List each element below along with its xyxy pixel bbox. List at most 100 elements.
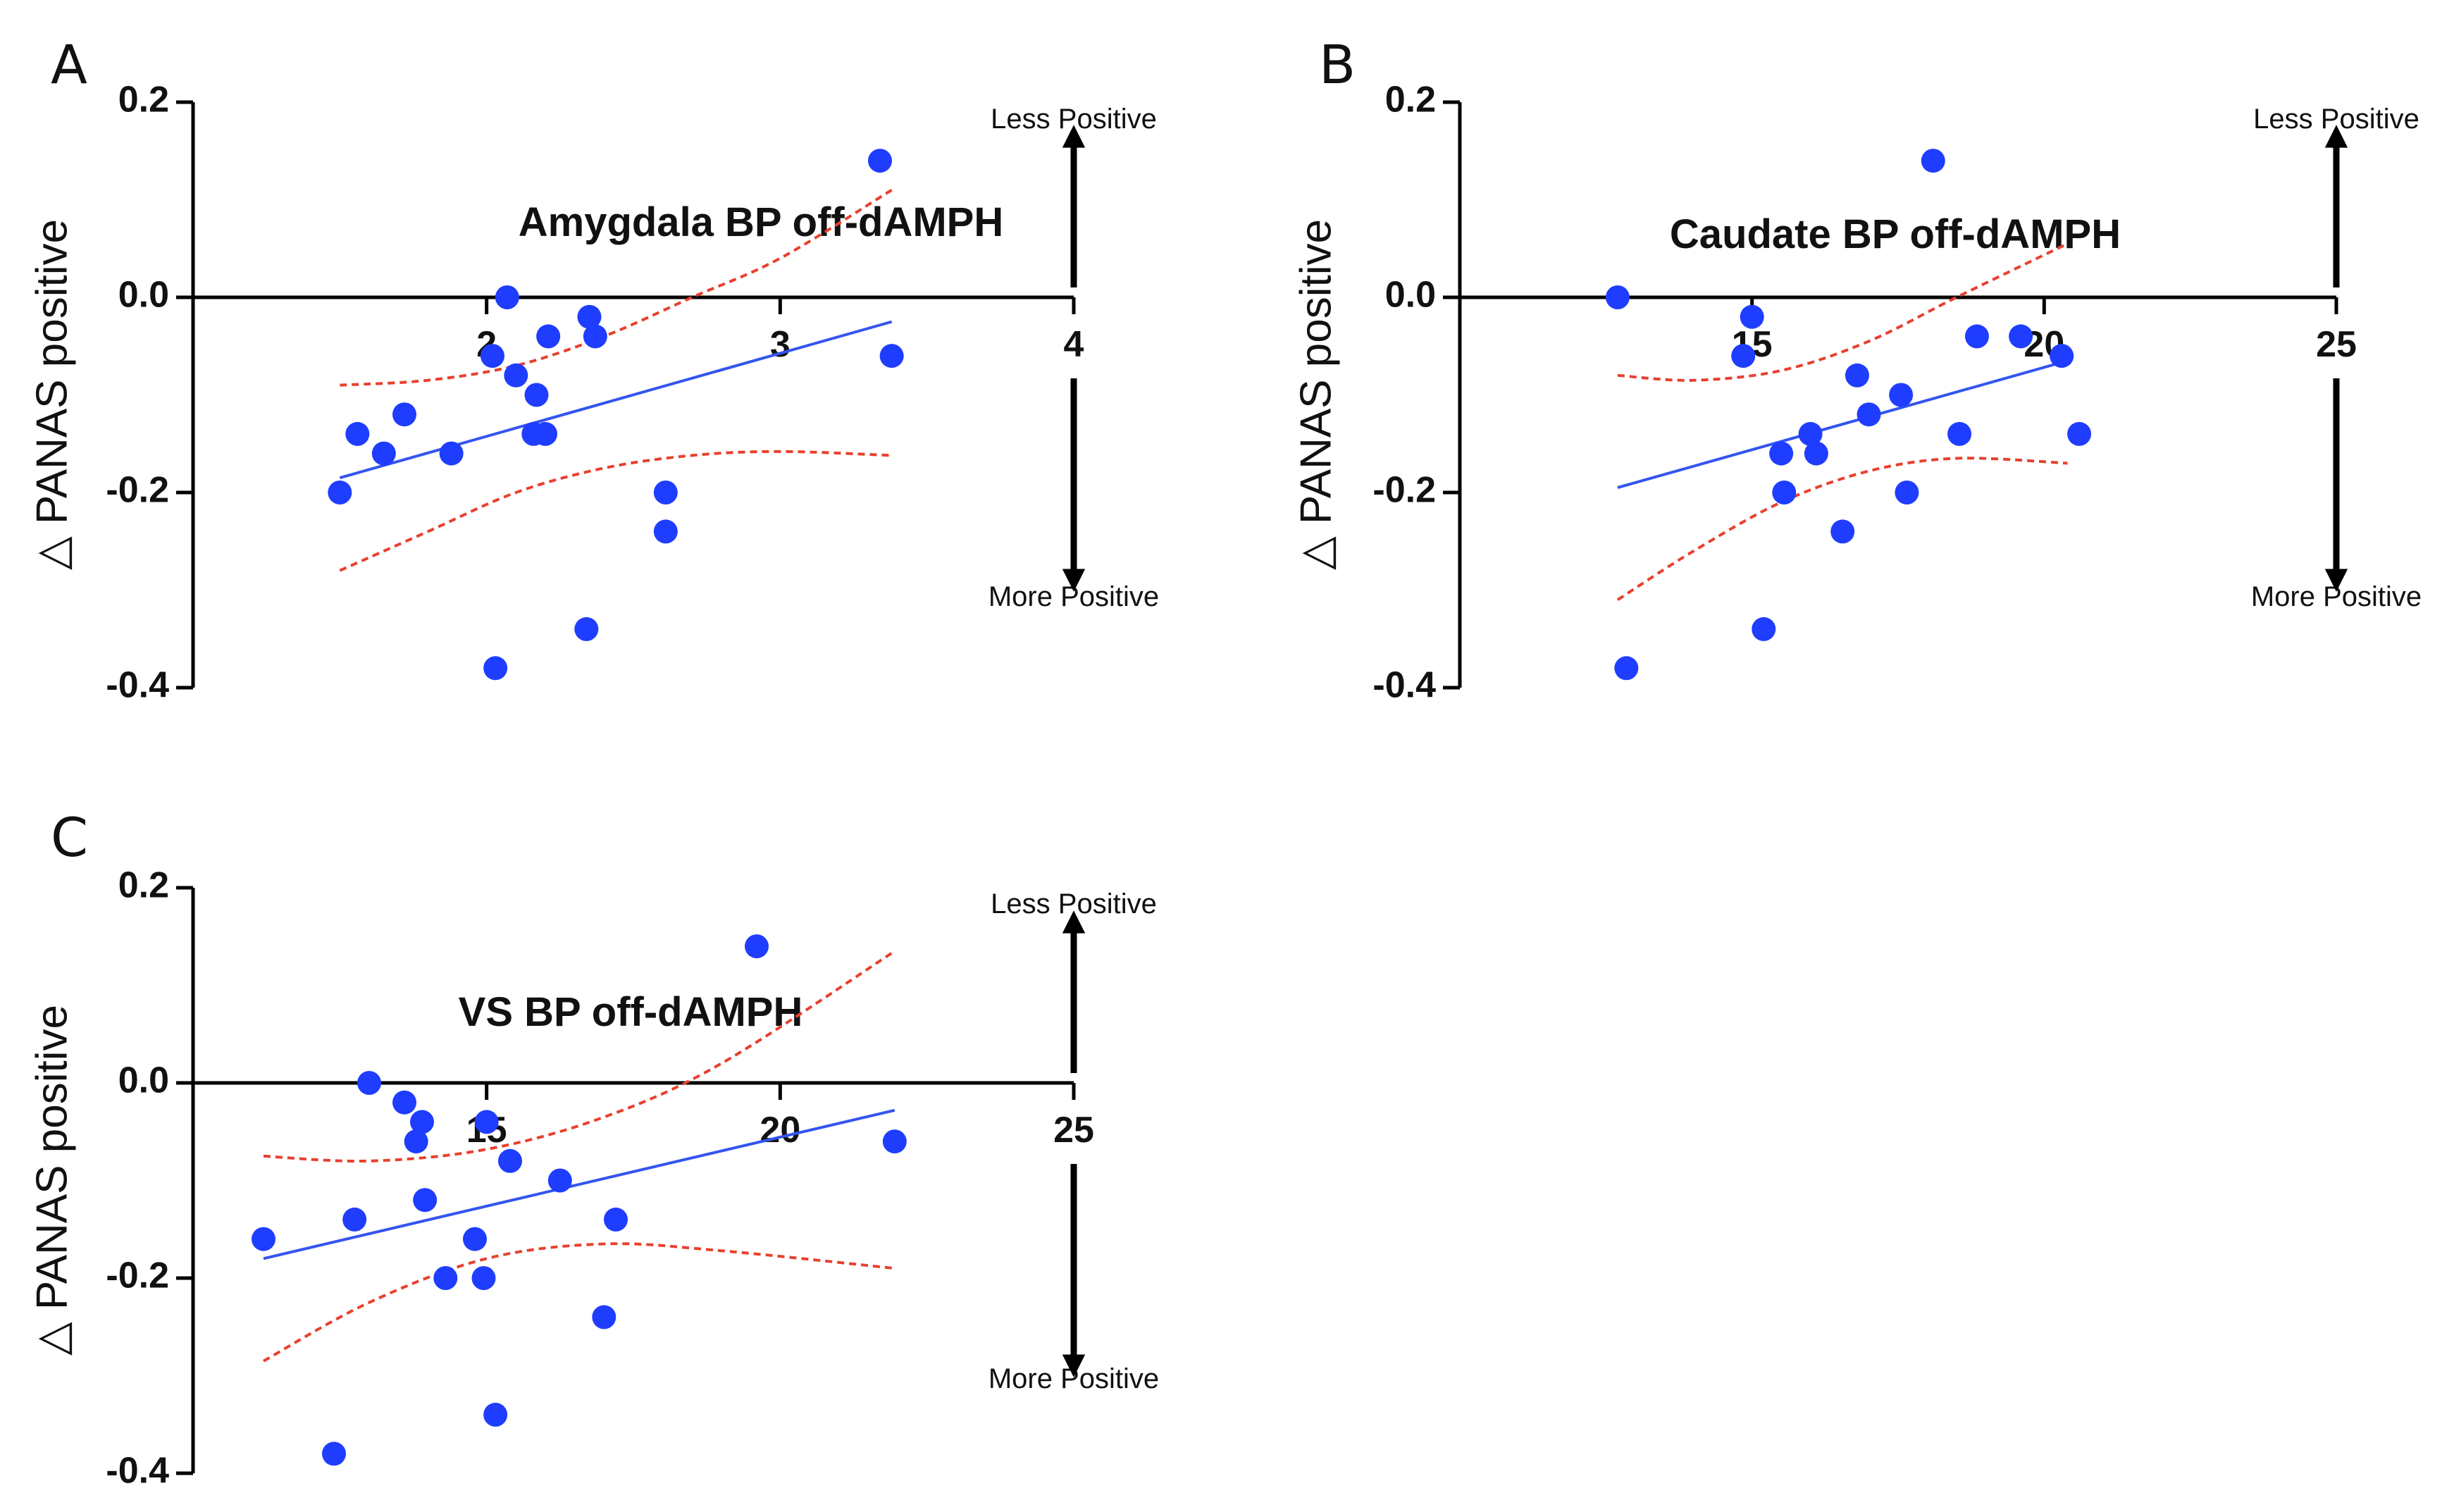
data-point xyxy=(592,1305,616,1330)
y-tick-label: -0.2 xyxy=(106,1256,169,1296)
data-point xyxy=(1804,441,1828,466)
ci-lower-curve xyxy=(263,1242,895,1363)
arrow-up-label: Less Positive xyxy=(991,104,1157,135)
data-point xyxy=(583,324,607,349)
data-point xyxy=(342,1207,367,1232)
data-point xyxy=(474,1110,499,1134)
data-point xyxy=(1769,441,1794,466)
data-point xyxy=(504,363,528,388)
data-point xyxy=(498,1148,522,1173)
panel-b-caudate: B Caudate BP off-dAMPH △ PANAS positive … xyxy=(1291,33,2422,706)
chart-title: Amygdala BP off-dAMPH xyxy=(519,199,1004,245)
data-point xyxy=(879,344,904,368)
data-point xyxy=(439,441,464,466)
y-tick-label: 0.0 xyxy=(1385,275,1436,316)
data-point xyxy=(1845,363,1869,388)
data-point xyxy=(577,304,602,329)
data-point xyxy=(653,519,678,544)
data-point xyxy=(1964,324,1989,349)
data-point xyxy=(574,616,599,641)
ci-lower-curve xyxy=(1616,457,2068,602)
data-point xyxy=(392,1090,416,1115)
data-point xyxy=(1857,402,1881,427)
data-point xyxy=(1740,304,1764,329)
data-point xyxy=(1731,344,1756,368)
data-point xyxy=(413,1188,438,1213)
data-point xyxy=(604,1207,628,1232)
data-point xyxy=(433,1266,458,1290)
data-point xyxy=(745,934,769,959)
data-point xyxy=(2050,344,2074,368)
regression-line xyxy=(263,1108,895,1260)
arrow-up-label: Less Positive xyxy=(991,888,1157,919)
y-axis-label: △ PANAS positive xyxy=(27,219,76,570)
data-point xyxy=(357,1071,381,1095)
data-point xyxy=(404,1129,428,1154)
arrow-down-label: More Positive xyxy=(988,581,1159,612)
x-tick-label: 25 xyxy=(2316,324,2357,365)
data-point xyxy=(483,656,508,681)
regression-line xyxy=(1617,359,2069,489)
data-point xyxy=(495,285,519,309)
data-point xyxy=(524,383,549,407)
ci-upper-curve xyxy=(1617,242,2069,382)
data-point xyxy=(410,1110,434,1134)
y-tick-label: -0.4 xyxy=(106,1451,169,1492)
data-point xyxy=(547,1168,572,1193)
data-point xyxy=(463,1227,487,1251)
x-tick-label: 20 xyxy=(760,1110,800,1151)
y-tick-label: 0.0 xyxy=(118,1060,169,1101)
data-point xyxy=(2009,324,2033,349)
y-tick-label: -0.4 xyxy=(1372,665,1436,706)
panel-label: C xyxy=(51,806,88,869)
data-point xyxy=(1947,421,1972,446)
data-point xyxy=(328,481,352,504)
y-axis-label: △ PANAS positive xyxy=(27,1005,76,1356)
arrow-up-label: Less Positive xyxy=(2253,104,2419,135)
data-point xyxy=(481,344,504,368)
data-point xyxy=(322,1442,346,1466)
y-tick-label: -0.2 xyxy=(1372,470,1436,511)
data-point xyxy=(533,421,557,446)
data-point xyxy=(1605,285,1630,309)
x-tick-label: 4 xyxy=(1064,324,1084,365)
panel-label: A xyxy=(51,33,87,96)
y-tick-label: 0.2 xyxy=(118,80,169,120)
y-axis-label: △ PANAS positive xyxy=(1291,219,1340,570)
panel-c-vs: C VS BP off-dAMPH △ PANAS positive Less … xyxy=(27,806,1159,1492)
data-point xyxy=(345,421,370,446)
arrow-down-label: More Positive xyxy=(2251,581,2422,612)
ci-lower-curve xyxy=(339,450,892,572)
data-point xyxy=(1798,421,1823,446)
panel-a-amygdala: A Amygdala BP off-dAMPH △ PANAS positive… xyxy=(27,33,1159,706)
data-point xyxy=(653,481,678,504)
data-point xyxy=(1889,383,1914,407)
y-tick-label: 0.0 xyxy=(118,275,169,316)
regression-line xyxy=(339,320,893,480)
x-tick-label: 25 xyxy=(1053,1110,1094,1151)
data-point xyxy=(868,149,892,173)
data-point xyxy=(882,1129,907,1154)
data-point xyxy=(1895,481,1919,504)
data-point xyxy=(1921,149,1945,173)
data-point xyxy=(2067,421,2092,446)
data-point xyxy=(471,1266,496,1290)
panel-label: B xyxy=(1319,33,1356,96)
data-point xyxy=(536,324,561,349)
data-point xyxy=(1772,481,1797,504)
y-tick-label: 0.2 xyxy=(118,865,169,906)
x-tick-label: 3 xyxy=(770,324,791,365)
data-point xyxy=(392,402,416,427)
y-tick-label: -0.2 xyxy=(106,470,169,511)
chart-title: VS BP off-dAMPH xyxy=(459,989,803,1035)
data-point xyxy=(1830,519,1855,544)
ci-upper-curve xyxy=(263,950,895,1163)
y-tick-label: 0.2 xyxy=(1385,80,1436,120)
data-point xyxy=(252,1227,275,1251)
data-point xyxy=(483,1402,508,1427)
chart-title: Caudate BP off-dAMPH xyxy=(1670,211,2121,257)
data-point xyxy=(1752,616,1776,641)
y-tick-label: -0.4 xyxy=(106,665,169,706)
data-point xyxy=(371,441,396,466)
